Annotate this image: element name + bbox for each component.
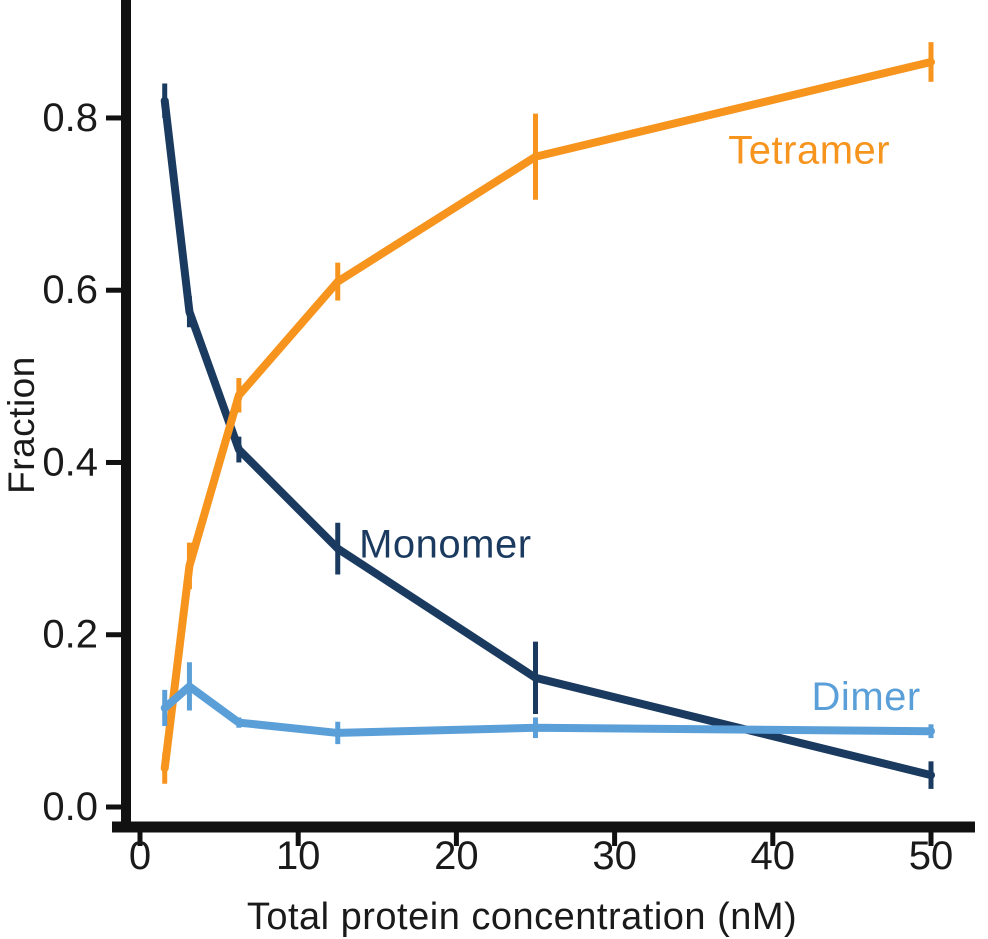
series-line-monomer [160, 96, 935, 780]
x-tick-label: 30 [592, 834, 637, 878]
series-label-monomer: Monomer [359, 522, 531, 566]
x-tick-label: 50 [909, 834, 954, 878]
y-tick-label: 0.6 [42, 268, 98, 312]
x-tick-label: 10 [276, 834, 321, 878]
y-tick-label: 0.2 [42, 613, 98, 657]
series-label-tetramer: Tetramer [728, 129, 890, 173]
y-axis-title: Fraction [1, 356, 42, 494]
x-tick-label: 40 [751, 834, 796, 878]
series-label-dimer: Dimer [812, 675, 921, 719]
series-line-dimer [160, 682, 935, 737]
x-tick-label: 20 [434, 834, 479, 878]
y-tick-label: 0.4 [42, 440, 98, 484]
x-tick-label: 0 [129, 834, 151, 878]
x-axis-title: Total protein concentration (nM) [246, 896, 798, 938]
y-tick-label: 0.8 [42, 96, 98, 140]
y-tick-label: 0.0 [42, 785, 98, 829]
series-line-tetramer [160, 57, 935, 773]
